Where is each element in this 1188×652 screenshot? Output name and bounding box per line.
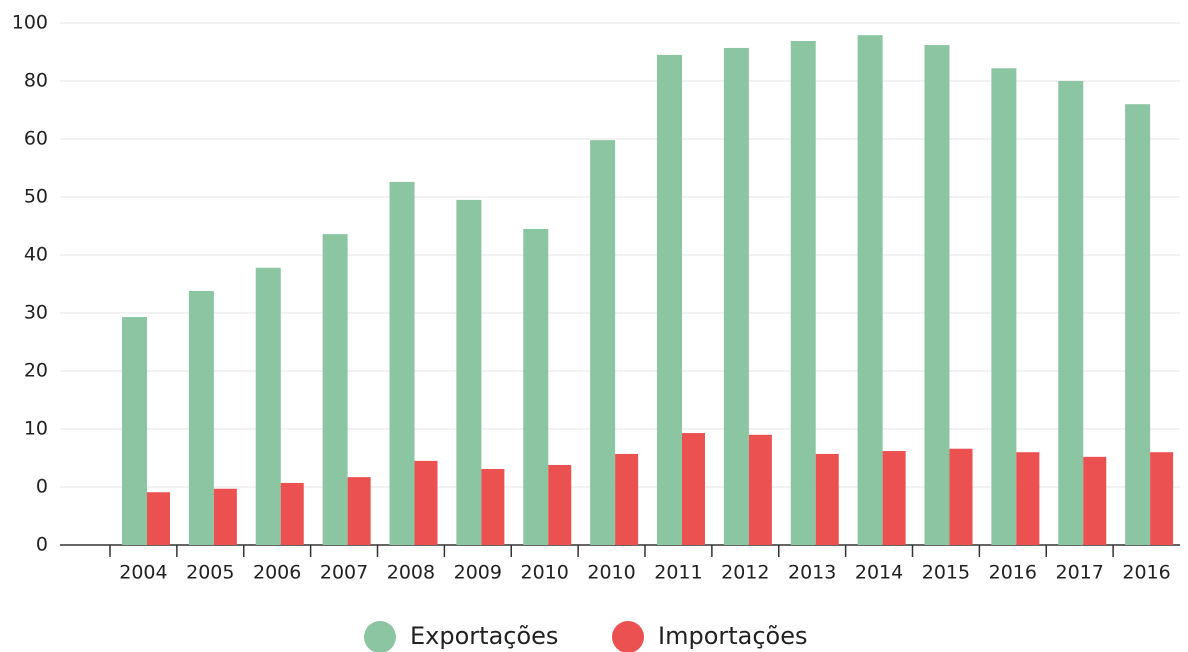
- bar: [882, 451, 906, 545]
- x-tick-label: 2010: [521, 562, 569, 584]
- bar: [615, 453, 639, 545]
- y-tick-label: 30: [24, 302, 48, 324]
- x-tick-label: 2008: [387, 562, 435, 584]
- y-tick-label: 80: [24, 70, 48, 92]
- bar: [213, 488, 237, 545]
- bar: [1016, 452, 1040, 545]
- legend-label: Exportações: [410, 622, 558, 650]
- y-tick-label: 0: [36, 476, 48, 498]
- bar: [523, 228, 549, 545]
- y-tick-label: 60: [24, 128, 48, 150]
- bar: [991, 68, 1017, 546]
- x-tick-label: 2005: [186, 562, 234, 584]
- y-tick-label: 100: [12, 12, 48, 34]
- bar: [590, 140, 616, 545]
- legend-swatch: [364, 621, 396, 652]
- bar: [280, 482, 304, 545]
- bar: [924, 45, 950, 545]
- bar: [548, 464, 572, 545]
- bar: [188, 290, 214, 545]
- x-tick-label: 2006: [253, 562, 301, 584]
- bar: [481, 469, 505, 545]
- y-tick-label: 50: [24, 186, 48, 208]
- bar: [322, 234, 348, 545]
- bar: [815, 453, 839, 545]
- bar: [147, 492, 170, 545]
- bar: [456, 199, 482, 545]
- bar: [748, 434, 772, 545]
- x-tick-label: 2013: [788, 562, 836, 584]
- bar: [347, 477, 371, 545]
- x-tick-label: 2016: [1122, 562, 1170, 584]
- bar: [949, 448, 973, 545]
- bar: [723, 47, 749, 545]
- bar: [255, 267, 281, 545]
- x-tick-label: 2017: [1056, 562, 1104, 584]
- y-tick-label: 0: [36, 534, 48, 556]
- x-tick-label: 2014: [855, 562, 903, 584]
- bar: [682, 433, 705, 545]
- y-tick-label: 40: [24, 244, 48, 266]
- bar: [389, 181, 415, 546]
- bar: [1125, 104, 1151, 545]
- bar: [857, 35, 883, 546]
- bar: [1058, 81, 1084, 545]
- x-tick-label: 2009: [454, 562, 502, 584]
- bar: [790, 40, 816, 545]
- x-tick-label: 2004: [119, 562, 167, 584]
- x-tick-label: 2011: [654, 562, 702, 584]
- bar: [1150, 452, 1174, 545]
- x-tick-label: 2012: [721, 562, 769, 584]
- bar: [1083, 456, 1107, 545]
- x-tick-label: 2016: [989, 562, 1037, 584]
- bar: [414, 460, 438, 545]
- y-tick-label: 10: [24, 418, 48, 440]
- x-tick-label: 2010: [587, 562, 635, 584]
- x-tick-label: 2015: [922, 562, 970, 584]
- y-tick-label: 20: [24, 360, 48, 382]
- bar: [657, 54, 682, 546]
- bar: [122, 317, 147, 545]
- legend-label: Importações: [658, 622, 808, 650]
- x-tick-label: 2007: [320, 562, 368, 584]
- legend-swatch: [612, 621, 644, 652]
